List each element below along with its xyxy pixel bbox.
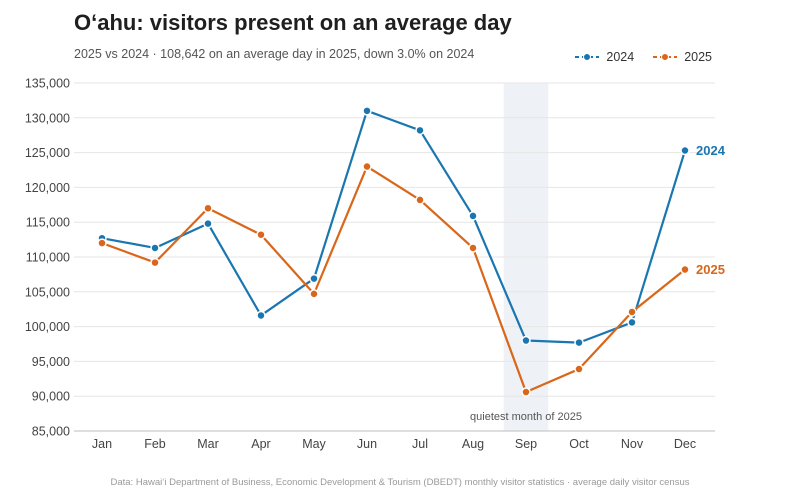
- chart-title: O‘ahu: visitors present on an average da…: [74, 10, 512, 35]
- x-tick-label: Oct: [569, 437, 589, 451]
- x-tick-label: May: [302, 437, 326, 451]
- legend-label-2025: 2025: [684, 50, 712, 64]
- chart-subtitle: 2025 vs 2024 · 108,642 on an average day…: [74, 47, 475, 61]
- data-point-2025: [97, 238, 107, 248]
- x-tick-label: Jul: [412, 437, 428, 451]
- x-tick-label: Aug: [462, 437, 484, 451]
- data-point-2024: [574, 337, 584, 348]
- y-tick-label: 100,000: [25, 320, 70, 334]
- legend-swatch-2025: [653, 53, 678, 61]
- x-tick-label: Sep: [515, 437, 537, 451]
- legend-label-2024: 2024: [606, 50, 635, 64]
- legend-swatch-2024: [575, 53, 600, 61]
- data-point-2025: [150, 257, 160, 268]
- data-point-2024: [680, 145, 690, 156]
- data-point-2024: [468, 211, 478, 221]
- data-point-2025: [680, 264, 690, 275]
- data-point-2024: [203, 218, 213, 229]
- data-point-2025: [468, 243, 478, 253]
- x-tick-label: Feb: [144, 437, 166, 451]
- legend-item-2025: 2025: [652, 50, 712, 64]
- data-point-2025: [521, 387, 531, 397]
- y-tick-label: 95,000: [32, 355, 70, 369]
- y-tick-label: 115,000: [26, 216, 70, 230]
- x-tick-label: Mar: [197, 437, 219, 451]
- x-tick-label: Apr: [251, 437, 270, 451]
- y-tick-label: 90,000: [32, 390, 70, 404]
- y-tick-label: 130,000: [25, 111, 70, 125]
- highlight-annotation: quietest month of 2025: [470, 411, 582, 423]
- data-point-2025: [627, 307, 637, 317]
- y-tick-label: 135,000: [25, 77, 70, 91]
- y-tick-label: 110,000: [26, 251, 70, 265]
- legend: 2024 2025: [574, 50, 712, 64]
- data-point-2024: [362, 106, 372, 116]
- data-point-2024: [309, 273, 319, 284]
- y-tick-label: 85,000: [32, 425, 70, 439]
- data-point-2024: [415, 125, 425, 136]
- x-tick-label: Dec: [674, 437, 696, 451]
- series-line-2025: [101, 165, 686, 394]
- data-point-2025: [203, 203, 213, 214]
- data-point-2024: [627, 317, 637, 328]
- x-tick-label: Jun: [357, 437, 377, 451]
- data-point-2025: [362, 161, 372, 172]
- source-note: Data: Hawai‘i Department of Business, Ec…: [110, 477, 690, 488]
- x-tick-label: Jan: [92, 437, 112, 451]
- data-point-2025: [309, 289, 319, 299]
- data-point-2025: [574, 364, 584, 374]
- end-label-2025: 2025: [696, 262, 725, 277]
- y-tick-label: 105,000: [25, 285, 70, 299]
- data-point-2024: [256, 310, 266, 321]
- y-tick-label: 125,000: [25, 146, 70, 160]
- y-tick-label: 120,000: [25, 181, 70, 195]
- series-line-2024: [101, 109, 687, 344]
- data-point-2024: [521, 335, 531, 346]
- legend-item-2024: 2024: [574, 50, 634, 64]
- data-point-2025: [415, 195, 425, 205]
- data-point-2025: [256, 229, 266, 240]
- x-tick-label: Nov: [621, 437, 644, 451]
- end-label-2024: 2024: [696, 143, 726, 158]
- data-point-2024: [150, 243, 160, 253]
